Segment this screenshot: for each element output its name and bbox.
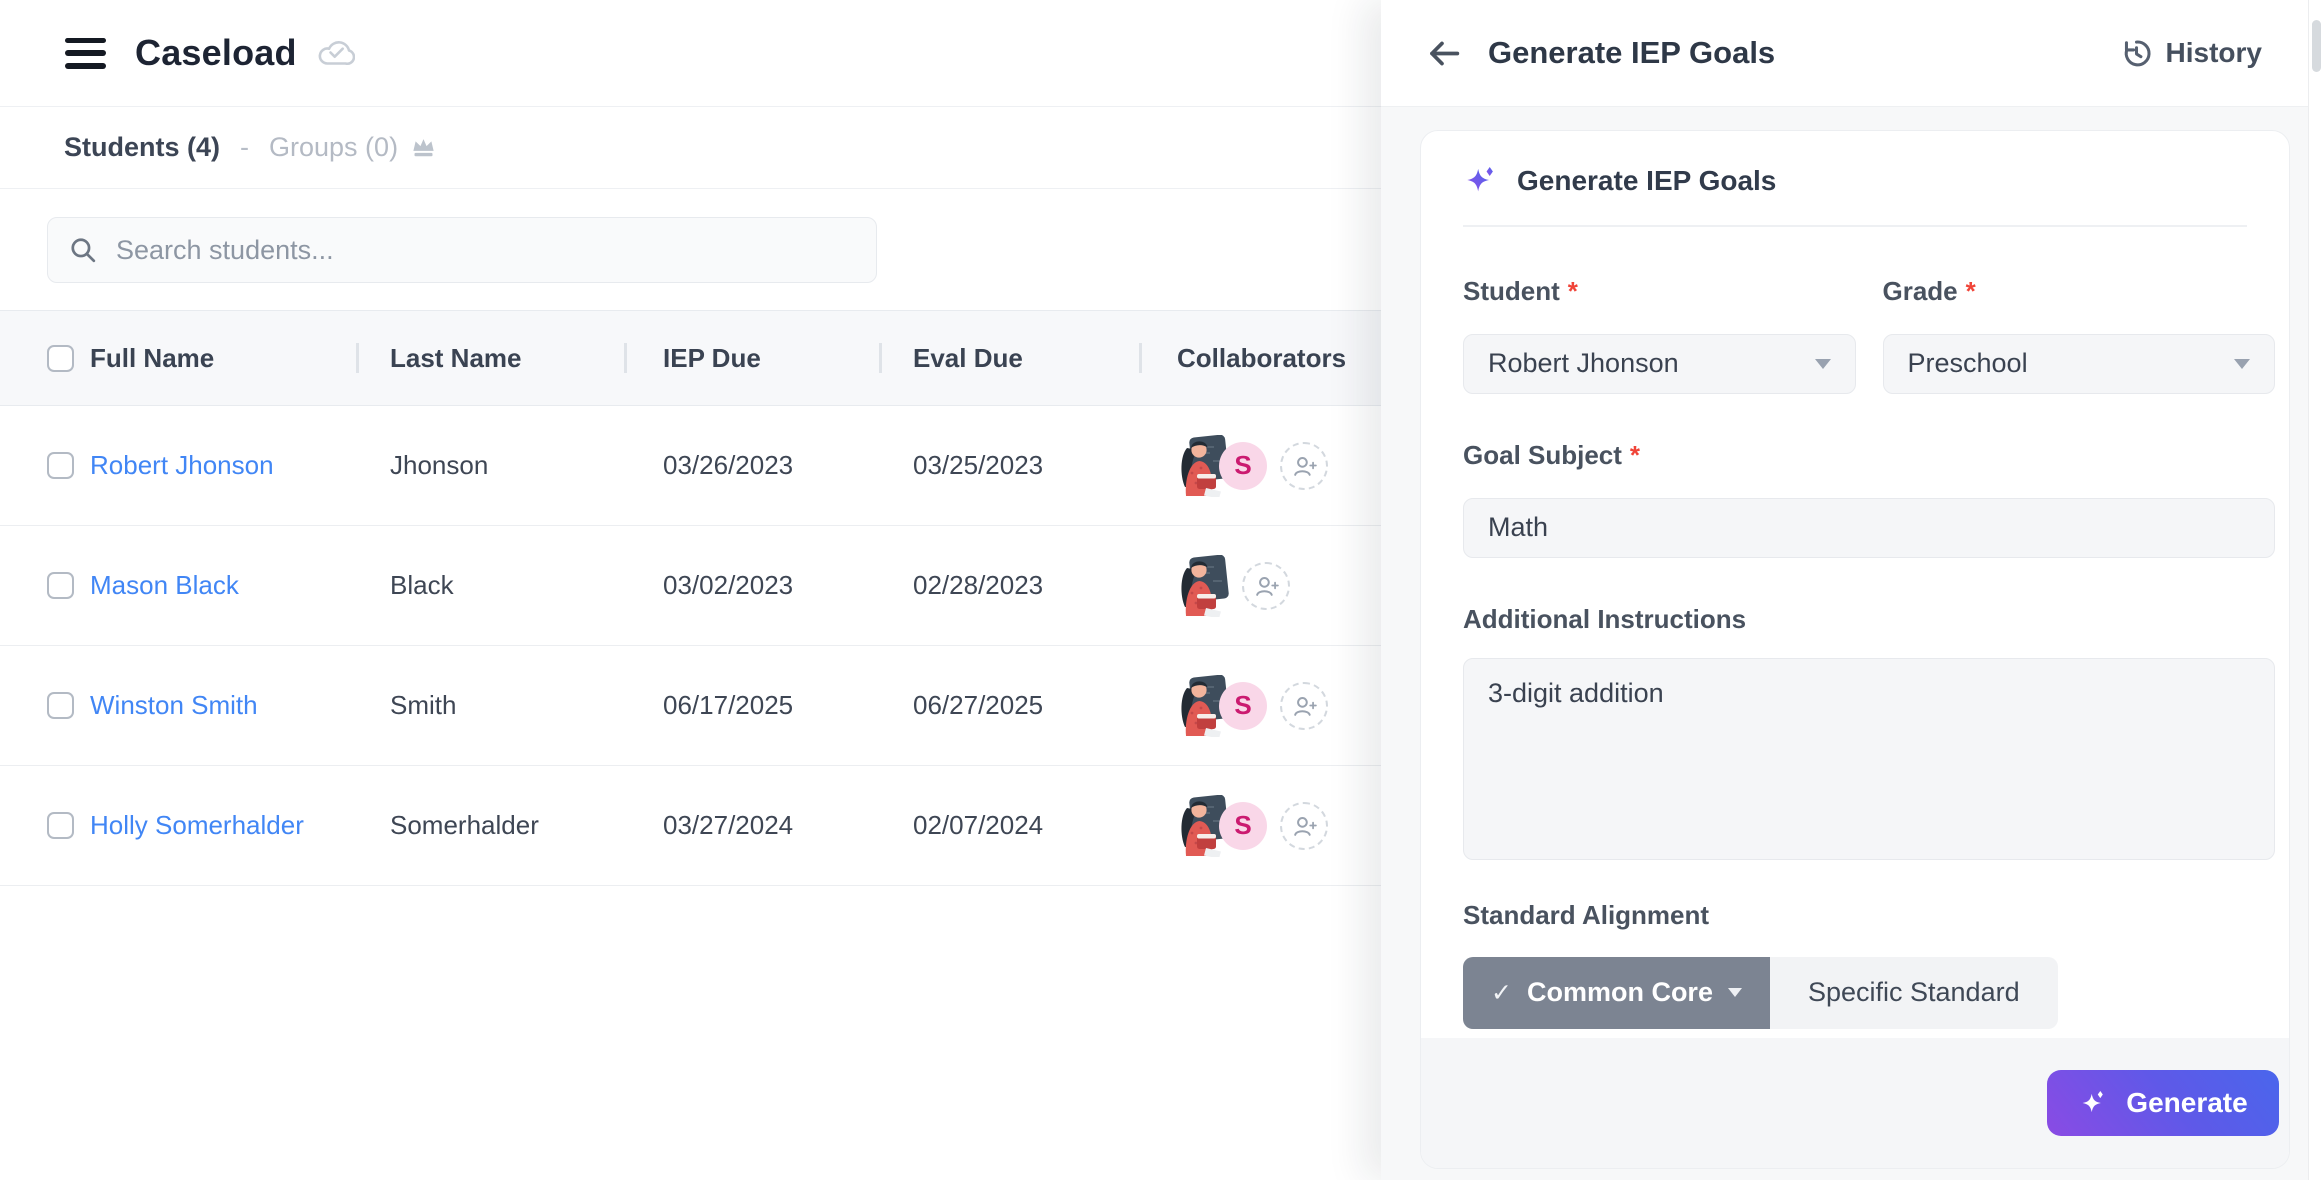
goal-subject-label: Goal Subject * [1463, 440, 1641, 470]
cloud-check-icon [315, 37, 355, 69]
panel-scrollbar-thumb[interactable] [2312, 20, 2321, 72]
history-icon [2124, 40, 2151, 66]
required-asterisk: * [1629, 440, 1641, 470]
collaborator-initial-badge: S [1219, 801, 1267, 850]
caret-down-icon [2234, 358, 2250, 369]
caret-down-icon [1727, 988, 1742, 997]
column-header-collaborators: Collaborators [1177, 342, 1347, 373]
person-plus-icon [1255, 576, 1279, 596]
card-divider [1463, 225, 2247, 227]
student-name-link[interactable]: Mason Black [90, 570, 239, 600]
additional-instructions-label: Additional Instructions [1463, 604, 1747, 634]
panel-scrollbar-track [2308, 0, 2324, 1180]
search-input[interactable] [116, 234, 856, 266]
column-header-full-name: Full Name [90, 342, 215, 373]
student-select[interactable]: Robert Jhonson [1463, 333, 1856, 394]
goal-subject-field-group: Goal Subject * [1463, 440, 2275, 558]
iep-due-cell: 03/02/2023 [663, 570, 794, 600]
panel-title: Generate IEP Goals [1488, 35, 1776, 70]
row-checkbox[interactable] [47, 812, 74, 839]
person-plus-icon [1293, 696, 1317, 716]
required-asterisk: * [1965, 276, 1976, 306]
add-collaborator-button[interactable] [1280, 801, 1328, 850]
student-field-group: Student * Robert Jhonson [1463, 276, 1856, 394]
last-name-cell: Black [390, 570, 454, 600]
caret-down-icon [1814, 358, 1831, 369]
row-checkbox[interactable] [47, 572, 74, 599]
last-name-cell: Smith [390, 690, 457, 720]
eval-due-cell: 02/07/2024 [913, 810, 1044, 840]
add-collaborator-button[interactable] [1280, 441, 1328, 490]
generate-sparkle-icon [2082, 1091, 2104, 1113]
eval-due-cell: 03/25/2023 [913, 450, 1044, 480]
panel-body: Generate IEP Goals Student * Robert Jhon… [1381, 107, 2308, 1180]
student-name-link[interactable]: Holly Somerhalder [90, 810, 304, 840]
column-header-eval-due: Eval Due [913, 342, 1023, 373]
tab-students[interactable]: Students (4) [64, 132, 221, 162]
goal-subject-input[interactable] [1463, 497, 2275, 558]
generate-iep-goals-card: Generate IEP Goals Student * Robert Jhon… [1420, 130, 2290, 1169]
last-name-cell: Somerhalder [390, 810, 539, 840]
back-arrow-icon[interactable] [1425, 35, 1462, 72]
eval-due-cell: 02/28/2023 [913, 570, 1044, 600]
history-button[interactable]: History [2120, 37, 2262, 70]
person-plus-icon [1293, 456, 1317, 476]
last-name-cell: Jhonson [390, 450, 489, 480]
panel-header: Generate IEP Goals History [1381, 0, 2324, 107]
add-collaborator-button[interactable] [1280, 681, 1328, 730]
tab-groups-label: Groups (0) [269, 132, 399, 162]
grade-select-value: Preschool [1907, 348, 2028, 378]
check-icon: ✓ [1491, 978, 1512, 1007]
card-footer: Generate [1421, 1038, 2289, 1168]
segment-common-core[interactable]: ✓ Common Core [1463, 956, 1770, 1029]
segment-specific-standard-label: Specific Standard [1807, 977, 2020, 1007]
iep-due-cell: 06/17/2025 [663, 690, 794, 720]
column-header-iep-due: IEP Due [663, 342, 761, 373]
standard-alignment-segmented-control: ✓ Common Core Specific Standard [1463, 956, 2058, 1029]
generate-button-label: Generate [2126, 1087, 2248, 1118]
student-name-link[interactable]: Winston Smith [90, 690, 258, 720]
standard-alignment-field-group: Standard Alignment ✓ Common Core Specifi… [1463, 900, 2275, 1029]
collaborator-initial-badge: S [1219, 681, 1267, 730]
select-all-checkbox[interactable] [47, 344, 74, 372]
column-header-last-name: Last Name [390, 342, 522, 373]
segment-specific-standard[interactable]: Specific Standard [1769, 956, 2058, 1029]
collaborator-avatar-illustration [1177, 552, 1231, 619]
search-field[interactable] [47, 217, 877, 283]
additional-instructions-field-group: Additional Instructions 3-digit addition [1463, 604, 2275, 865]
add-collaborator-button[interactable] [1242, 561, 1290, 610]
grade-field-group: Grade * Preschool [1882, 276, 2275, 394]
person-plus-icon [1293, 816, 1317, 836]
search-icon [71, 237, 96, 262]
tab-separator: - [240, 132, 250, 162]
additional-instructions-textarea[interactable]: 3-digit addition [1463, 657, 2275, 860]
required-asterisk: * [1567, 276, 1578, 306]
grade-select[interactable]: Preschool [1882, 333, 2275, 394]
grade-label: Grade * [1882, 276, 1976, 306]
iep-due-cell: 03/26/2023 [663, 450, 794, 480]
iep-due-cell: 03/27/2024 [663, 810, 794, 840]
page-title: Caseload [135, 32, 297, 73]
standard-alignment-label: Standard Alignment [1463, 900, 1710, 930]
sparkle-icon [1467, 167, 1493, 192]
collaborator-initial-badge: S [1219, 441, 1267, 490]
row-checkbox[interactable] [47, 452, 74, 479]
generate-button[interactable]: Generate [2047, 1070, 2279, 1136]
student-select-value: Robert Jhonson [1488, 348, 1679, 378]
hamburger-menu-icon[interactable] [65, 37, 106, 69]
crown-icon [413, 139, 434, 157]
segment-common-core-label: Common Core [1526, 977, 1713, 1007]
card-title: Generate IEP Goals [1517, 165, 1777, 196]
tab-groups[interactable]: Groups (0) [269, 132, 437, 163]
student-label: Student * [1463, 276, 1578, 306]
student-name-link[interactable]: Robert Jhonson [90, 450, 274, 480]
history-label: History [2165, 37, 2262, 68]
row-checkbox[interactable] [47, 692, 74, 719]
eval-due-cell: 06/27/2025 [913, 690, 1044, 720]
generate-iep-goals-panel: Generate IEP Goals History [1381, 0, 2324, 1180]
